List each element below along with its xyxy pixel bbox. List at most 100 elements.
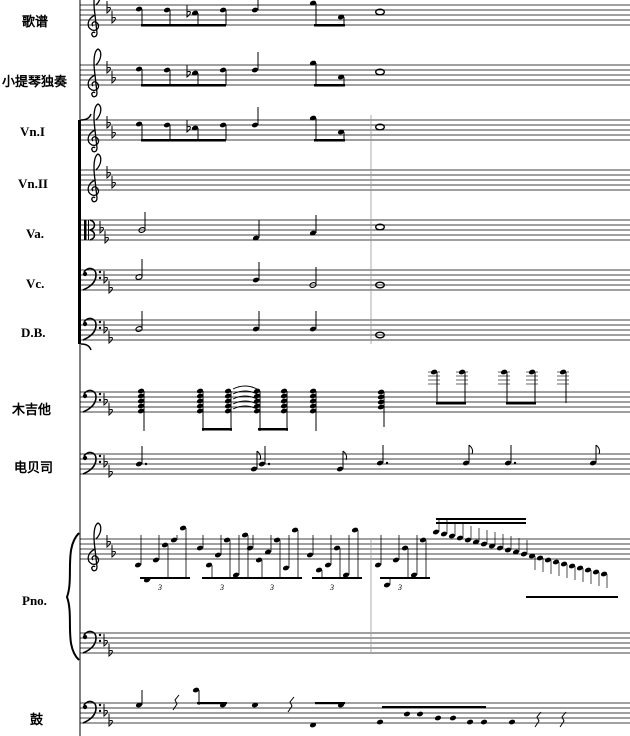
flat-icon xyxy=(106,0,111,14)
beam xyxy=(526,596,618,598)
beam xyxy=(140,577,190,579)
beam xyxy=(436,402,466,405)
note xyxy=(449,714,457,722)
note xyxy=(416,710,424,718)
tie xyxy=(232,405,258,410)
beam xyxy=(312,577,362,579)
label-db: D.B. xyxy=(21,325,46,340)
flat-icon xyxy=(106,534,111,548)
beam xyxy=(141,139,226,142)
label-lyrics: 歌谱 xyxy=(22,15,49,30)
note xyxy=(403,710,411,718)
tie xyxy=(232,385,258,390)
tuplet-number: 3 xyxy=(269,583,274,592)
beam xyxy=(258,428,288,431)
note xyxy=(466,718,474,726)
tuplet-number: 3 xyxy=(219,583,224,592)
label-vc: Vc. xyxy=(26,276,45,291)
clefs xyxy=(82,0,116,727)
label-va: Va. xyxy=(26,226,44,241)
flat-icon xyxy=(111,544,116,558)
rest-icon xyxy=(287,696,295,713)
beam xyxy=(380,577,430,579)
rest-icon xyxy=(559,711,567,728)
flat-icon xyxy=(111,10,116,24)
flat-icon xyxy=(104,230,109,244)
tie xyxy=(232,395,258,400)
rest-icon xyxy=(172,694,180,711)
treble-clef-icon xyxy=(87,103,102,153)
flat-icon xyxy=(106,165,111,179)
guitar-chords xyxy=(137,368,569,431)
melody-notes xyxy=(135,0,385,142)
bass-clef-icon xyxy=(82,700,103,724)
label-guitar: 木吉他 xyxy=(12,403,52,418)
flat-icon xyxy=(108,280,113,294)
label-piano: Pno. xyxy=(22,593,47,608)
bass-clef-icon xyxy=(82,389,103,413)
viola-notes xyxy=(137,212,385,242)
beam xyxy=(436,518,526,520)
flat-icon xyxy=(108,402,113,416)
flat-icon xyxy=(108,330,113,344)
beam xyxy=(382,706,486,709)
flat-icon xyxy=(103,270,108,284)
db-notes xyxy=(134,311,385,339)
flat-icon xyxy=(106,60,111,74)
beam xyxy=(314,84,345,87)
label-drums: 鼓 xyxy=(30,713,44,728)
note xyxy=(508,718,516,726)
tie xyxy=(232,400,258,405)
treble-clef-icon xyxy=(87,153,102,203)
tuplet-number: 3 xyxy=(157,583,162,592)
bass-notes xyxy=(135,444,601,473)
treble-clef-icon xyxy=(87,48,102,98)
flat-icon xyxy=(99,220,104,234)
flat-icon xyxy=(103,633,108,647)
flat-icon xyxy=(111,70,116,84)
flat-icon xyxy=(108,643,113,657)
note xyxy=(480,718,488,726)
beam xyxy=(252,577,302,579)
flat-icon xyxy=(111,175,116,189)
beam xyxy=(141,24,226,27)
note xyxy=(434,714,442,722)
treble-clef-icon xyxy=(87,522,102,572)
beam xyxy=(202,428,232,431)
piano-notes: 3 3 3 3 3 xyxy=(134,518,618,598)
beam xyxy=(314,24,345,27)
beam xyxy=(436,522,526,524)
flat-icon xyxy=(103,703,108,717)
staff-group xyxy=(80,4,630,724)
cello-notes xyxy=(134,259,385,289)
piano-brace xyxy=(65,532,80,661)
bass-clef-icon xyxy=(82,267,103,291)
bass-clef-icon xyxy=(82,630,103,654)
flat-icon xyxy=(103,320,108,334)
label-bass: 电贝司 xyxy=(14,461,54,476)
tie xyxy=(232,390,258,395)
tuplet-number: 3 xyxy=(397,583,402,592)
beam xyxy=(141,84,226,87)
treble-clef-icon xyxy=(87,0,102,38)
tuplet-number: 3 xyxy=(329,583,334,592)
flat-icon xyxy=(106,115,111,129)
beam xyxy=(315,702,345,705)
flat-icon xyxy=(108,464,113,478)
flat-icon xyxy=(103,392,108,406)
label-violin-solo: 小提琴独奏 xyxy=(2,75,68,90)
rest-icon xyxy=(534,711,542,728)
beam xyxy=(197,702,227,705)
label-vn1: Vn.I xyxy=(20,124,45,139)
bass-clef-icon xyxy=(82,451,103,475)
bass-clef-icon xyxy=(82,317,103,341)
drum-notes xyxy=(135,686,567,729)
flat-icon xyxy=(111,125,116,139)
beam xyxy=(506,402,536,405)
flat-icon xyxy=(108,713,113,727)
beam xyxy=(202,577,252,579)
note xyxy=(376,718,384,726)
beam xyxy=(314,139,345,142)
label-vn2: Vn.II xyxy=(18,176,48,191)
